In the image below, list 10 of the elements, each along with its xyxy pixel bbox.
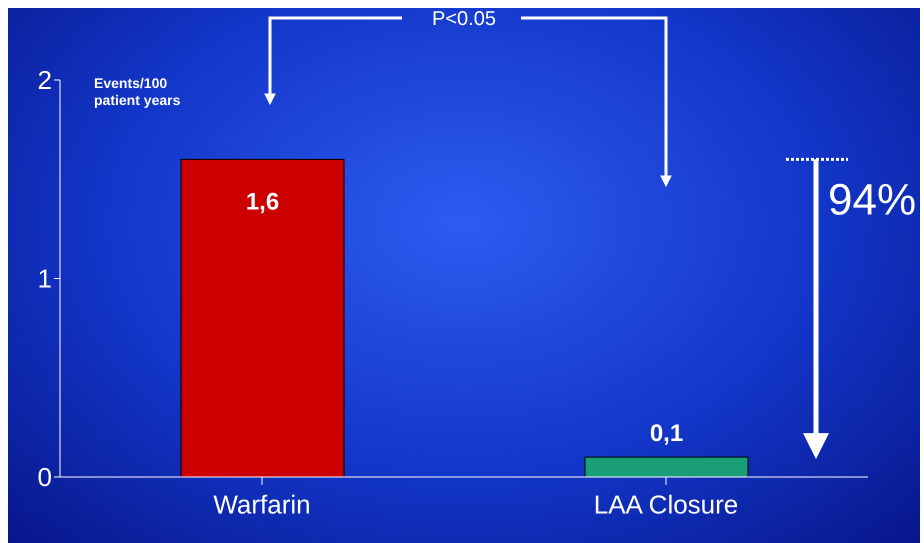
data-label: 1,6: [246, 188, 280, 216]
data-label: 0,1: [650, 420, 684, 448]
y-tick-label: 0: [38, 462, 52, 492]
text: P<0.05: [432, 8, 496, 30]
x-tick-label: Warfarin: [213, 489, 311, 520]
annotation: 94%: [828, 175, 916, 224]
y-axis-title: Events/100 patient years: [94, 75, 181, 108]
y-tick-label: 1: [38, 264, 52, 294]
x-tick-label: LAA Closure: [594, 489, 738, 520]
y-tick-label: 2: [38, 65, 52, 96]
